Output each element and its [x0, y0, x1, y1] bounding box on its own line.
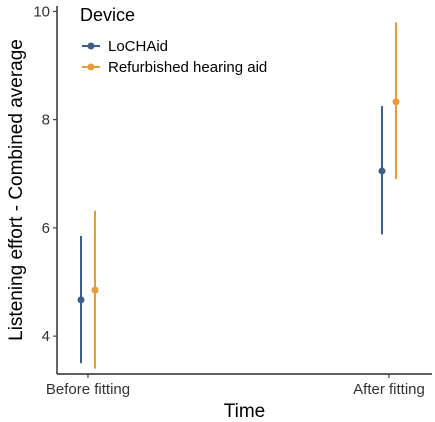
legend-label: LoCHAid [108, 38, 168, 55]
data-marks [77, 22, 400, 369]
data-point [378, 167, 386, 175]
x-axis-title: Time [224, 401, 266, 422]
y-tick-label: 6 [42, 220, 50, 237]
legend-key-point [87, 63, 95, 71]
legend: Device LoCHAid Refurbished hearing aid [80, 5, 267, 76]
x-tick-label: After fitting [353, 381, 425, 398]
x-tick-label: Before fitting [46, 381, 130, 398]
y-tick-label: 10 [33, 3, 50, 20]
legend-key-point [87, 42, 95, 50]
y-tick-label: 8 [42, 112, 50, 129]
legend-title: Device [80, 5, 135, 25]
y-axis-ticks: 4 6 8 10 [33, 3, 57, 345]
legend-label: Refurbished hearing aid [108, 59, 267, 76]
data-point [77, 296, 85, 304]
data-point [392, 98, 400, 106]
y-axis-title: Listening effort - Combined average [6, 39, 27, 341]
data-point [91, 286, 99, 294]
x-axis-ticks: Before fitting After fitting [46, 374, 425, 398]
y-tick-label: 4 [42, 328, 50, 345]
